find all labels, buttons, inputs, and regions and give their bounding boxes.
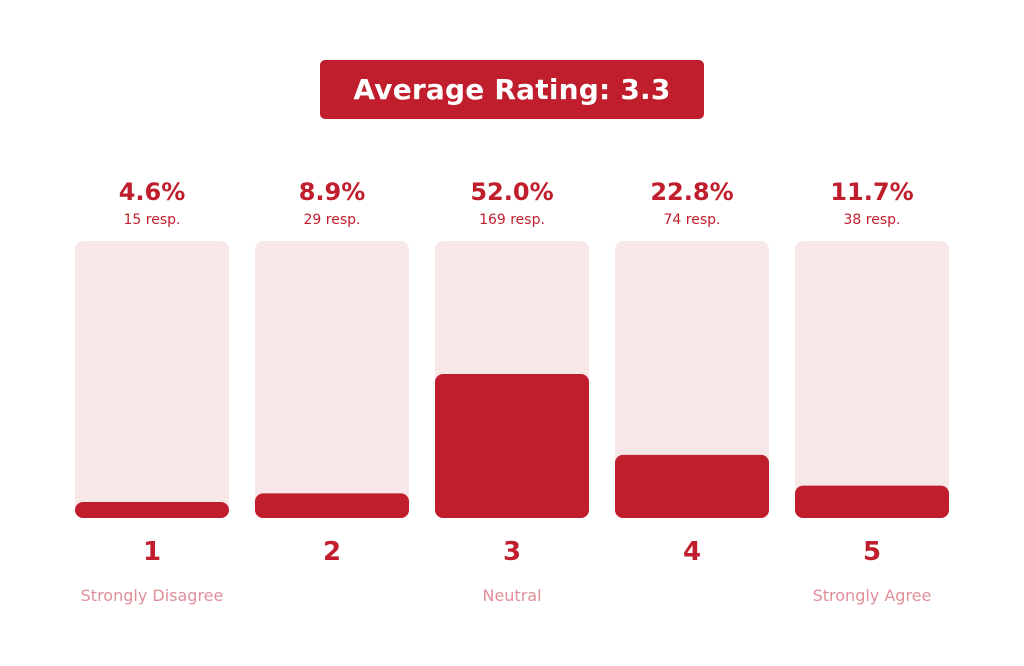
bar-percent-label: 52.0% bbox=[470, 178, 553, 206]
bar-percent-label: 4.6% bbox=[119, 178, 186, 206]
bar-column-4: 22.8% 74 resp. 4 bbox=[615, 178, 769, 567]
bar-column-5: 11.7% 38 resp. 5 Strongly Agree bbox=[795, 178, 949, 605]
category-label: 2 bbox=[323, 537, 341, 567]
bar bbox=[75, 502, 229, 518]
bar-column-3: 52.0% 169 resp. 3 Neutral bbox=[435, 178, 589, 605]
bar-track bbox=[255, 241, 409, 518]
category-label: 1 bbox=[143, 537, 161, 567]
scale-anchor-label: Strongly Disagree bbox=[81, 586, 224, 605]
bar-column-2: 8.9% 29 resp. 2 bbox=[255, 178, 409, 567]
category-label: 5 bbox=[863, 537, 881, 567]
category-label: 4 bbox=[683, 537, 701, 567]
average-rating-badge: Average Rating: 3.3 bbox=[320, 60, 704, 119]
scale-anchor-label: Strongly Agree bbox=[813, 586, 932, 605]
bar-track bbox=[615, 241, 769, 518]
bar bbox=[795, 485, 949, 518]
bar-track bbox=[795, 241, 949, 518]
bar bbox=[435, 374, 589, 518]
bar-responses-label: 74 resp. bbox=[664, 212, 721, 228]
category-label: 3 bbox=[503, 537, 521, 567]
average-rating-title: Average Rating: 3.3 bbox=[353, 73, 671, 106]
bar-responses-label: 38 resp. bbox=[844, 212, 901, 228]
bar-track bbox=[75, 241, 229, 518]
bar-percent-label: 22.8% bbox=[650, 178, 733, 206]
bar-column-1: 4.6% 15 resp. 1 Strongly Disagree bbox=[75, 178, 229, 605]
bar bbox=[255, 493, 409, 518]
bar-responses-label: 169 resp. bbox=[479, 212, 545, 228]
bar-responses-label: 29 resp. bbox=[304, 212, 361, 228]
bar bbox=[615, 454, 769, 518]
bar-responses-label: 15 resp. bbox=[124, 212, 181, 228]
bar-percent-label: 8.9% bbox=[299, 178, 366, 206]
scale-anchor-label: Neutral bbox=[482, 586, 541, 605]
bar-percent-label: 11.7% bbox=[830, 178, 913, 206]
